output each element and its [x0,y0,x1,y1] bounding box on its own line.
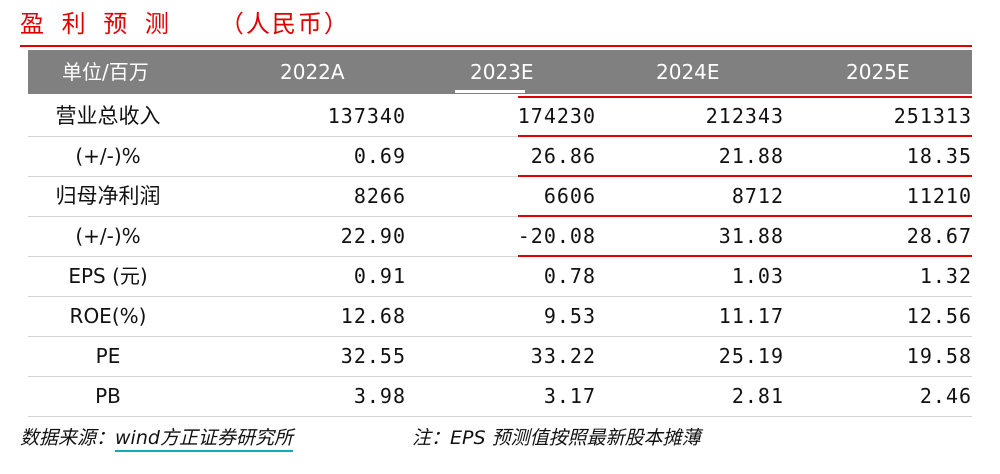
cell-2024e: 21.88 [718,144,784,168]
row-label: PB [95,384,121,408]
highlight-line [518,175,972,177]
table-row: 归母净利润 8266 6606 8712 11210 [28,177,972,217]
table-row: PE 32.55 33.22 25.19 19.58 [28,337,972,377]
cell-2022a: 32.55 [340,344,406,368]
cell-2025e: 18.35 [906,144,972,168]
header-column-marker [455,90,525,93]
cell-2025e: 11210 [906,184,972,208]
highlight-line [518,255,972,257]
source-wind: wind [115,427,160,452]
title-divider [20,45,972,47]
cell-2023e: 6606 [543,184,596,208]
title-main: 盈 利 预 测 [20,10,174,38]
cell-2023e: 9.53 [543,304,596,328]
cell-2022a: 0.69 [353,144,406,168]
table-row: 营业总收入 137340 174230 212343 251313 [28,96,972,137]
table-footer: 数据来源：wind方正证券研究所 注：EPS 预测值按照最新股本摊薄 [20,420,701,456]
cell-2023e: 33.22 [530,344,596,368]
header-2024e: 2024E [656,60,720,84]
header-unit: 单位/百万 [62,60,149,84]
cell-2022a: 12.68 [340,304,406,328]
table-row: (+/-)% 0.69 26.86 21.88 18.35 [28,137,972,177]
source-firm: 方正证券研究所 [159,427,293,452]
row-label: (+/-)% [75,224,141,248]
row-label: PE [95,344,121,368]
eps-note: 注：EPS 预测值按照最新股本摊薄 [412,427,701,449]
cell-2024e: 25.19 [718,344,784,368]
title-currency: （人民币） [219,10,350,38]
cell-2025e: 251313 [893,104,972,128]
cell-2022a: 22.90 [340,224,406,248]
cell-2025e: 12.56 [906,304,972,328]
cell-2023e: 0.78 [543,264,596,288]
header-2023e: 2023E [470,60,534,84]
header-2022a: 2022A [280,60,345,84]
table-row: EPS (元) 0.91 0.78 1.03 1.32 [28,257,972,297]
highlight-line [518,215,972,217]
source-prefix: 数据来源： [20,427,116,449]
cell-2024e: 2.81 [731,384,784,408]
table-row: ROE(%) 12.68 9.53 11.17 12.56 [28,297,972,337]
header-2025e: 2025E [846,60,910,84]
cell-2024e: 1.03 [731,264,784,288]
row-label: 归母净利润 [55,184,161,208]
cell-2024e: 212343 [705,104,784,128]
cell-2024e: 11.17 [718,304,784,328]
cell-2022a: 137340 [327,104,406,128]
table-header: 单位/百万 2022A 2023E 2024E 2025E [28,50,972,94]
cell-2022a: 0.91 [353,264,406,288]
cell-2025e: 2.46 [919,384,972,408]
forecast-table-body: 营业总收入 137340 174230 212343 251313 (+/-)%… [28,96,972,417]
cell-2025e: 1.32 [919,264,972,288]
cell-2025e: 28.67 [906,224,972,248]
cell-2022a: 8266 [353,184,406,208]
cell-2025e: 19.58 [906,344,972,368]
highlight-line [518,96,972,98]
row-label: (+/-)% [75,144,141,168]
cell-2023e: -20.08 [517,224,596,248]
cell-2023e: 26.86 [530,144,596,168]
highlight-line [518,135,972,137]
table-row: PB 3.98 3.17 2.81 2.46 [28,377,972,417]
cell-2023e: 174230 [517,104,596,128]
row-label: ROE(%) [69,304,147,328]
cell-2022a: 3.98 [353,384,406,408]
table-title: 盈 利 预 测 （人民币） [20,6,350,42]
cell-2024e: 8712 [731,184,784,208]
row-label: 营业总收入 [55,104,161,128]
row-label: EPS (元) [68,264,148,288]
table-row: (+/-)% 22.90 -20.08 31.88 28.67 [28,217,972,257]
cell-2023e: 3.17 [543,384,596,408]
cell-2024e: 31.88 [718,224,784,248]
